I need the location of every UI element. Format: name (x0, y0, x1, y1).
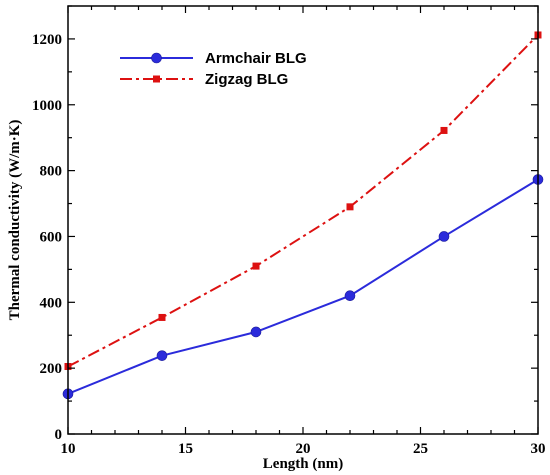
y-tick-label: 200 (40, 361, 63, 377)
plot-area (62, 31, 544, 400)
legend-label-armchair-blg: Armchair BLG (205, 50, 307, 67)
y-tick-label: 400 (40, 295, 63, 311)
armchair-blg-point (156, 350, 168, 361)
legend-marker-armchair-blg (151, 52, 162, 64)
x-axis-title: Length (nm) (263, 456, 343, 472)
y-tick-label: 1200 (32, 32, 62, 48)
legend-label-zigzag-blg: Zigzag BLG (205, 71, 288, 88)
y-tick-label: 1000 (32, 98, 62, 114)
legend-marker-zigzag-blg (153, 75, 160, 83)
x-axis: 10 15 20 25 30 (61, 6, 546, 457)
armchair-blg-point (344, 290, 356, 302)
zigzag-blg-point (252, 262, 260, 270)
x-tick-label: 30 (531, 441, 546, 457)
armchair-blg-point (438, 231, 450, 242)
x-tick-label: 10 (61, 441, 76, 457)
y-tick-label: 0 (55, 427, 63, 443)
armchair-blg-point (250, 326, 262, 338)
y-tick-label: 600 (40, 229, 63, 245)
legend: Armchair BLG Zigzag BLG (120, 50, 307, 88)
plot-frame (67, 5, 539, 435)
zigzag-blg-point (440, 126, 448, 134)
x-tick-label: 25 (413, 441, 428, 457)
armchair-blg-series-line (67, 178, 539, 395)
zigzag-blg-point (346, 203, 354, 211)
zigzag-blg-point (158, 313, 166, 321)
axes: 10 15 20 25 30 0 200 400 600 800 1000 1200 Length … (7, 5, 546, 472)
y-axis: 0 200 400 600 800 1000 1200 (32, 5, 538, 443)
y-tick-label: 800 (40, 164, 63, 180)
x-tick-label: 15 (178, 441, 193, 457)
zigzag-blg-series-line (67, 34, 539, 368)
x-tick-label: 20 (296, 441, 311, 457)
y-axis-title: Thermal conductivity (W/m·K) (7, 120, 23, 321)
